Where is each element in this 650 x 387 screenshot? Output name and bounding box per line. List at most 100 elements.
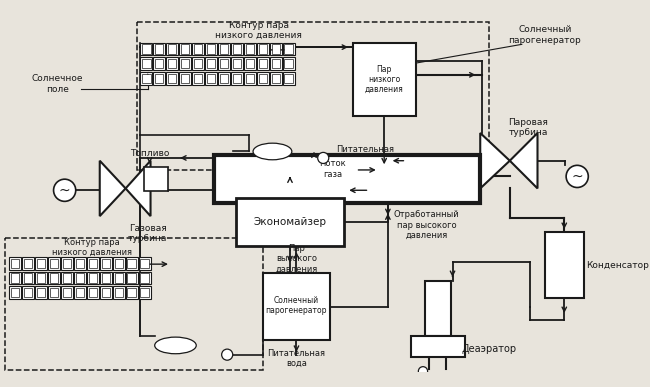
Bar: [87, 257, 99, 270]
Bar: [233, 74, 241, 83]
Bar: [48, 286, 60, 299]
Bar: [11, 273, 20, 283]
Bar: [127, 273, 136, 283]
Bar: [166, 43, 178, 55]
Bar: [22, 286, 34, 299]
Bar: [411, 336, 465, 356]
Bar: [166, 57, 178, 70]
Text: Расши-
ритель: Расши- ритель: [164, 340, 187, 351]
Circle shape: [566, 165, 588, 187]
Bar: [244, 57, 256, 70]
Bar: [233, 45, 241, 53]
Bar: [74, 286, 86, 299]
Bar: [155, 74, 163, 83]
Bar: [87, 286, 99, 299]
Bar: [192, 57, 204, 70]
Bar: [61, 257, 73, 270]
Text: Солнечное
поле: Солнечное поле: [31, 74, 83, 94]
Bar: [270, 57, 281, 70]
Text: Поток
газа: Поток газа: [319, 159, 346, 179]
Text: Топливо: Топливо: [130, 149, 169, 158]
Bar: [9, 286, 21, 299]
Bar: [127, 288, 136, 297]
Polygon shape: [480, 133, 510, 188]
Bar: [425, 281, 450, 336]
Bar: [168, 74, 176, 83]
Bar: [112, 286, 125, 299]
Circle shape: [222, 349, 233, 360]
Bar: [192, 43, 204, 55]
Bar: [48, 272, 60, 284]
Bar: [270, 43, 281, 55]
Circle shape: [53, 179, 76, 201]
Bar: [179, 57, 191, 70]
Bar: [285, 59, 292, 68]
Bar: [127, 259, 136, 268]
Bar: [220, 59, 228, 68]
Bar: [140, 259, 149, 268]
Polygon shape: [510, 133, 538, 188]
Bar: [101, 288, 110, 297]
Bar: [37, 288, 46, 297]
Bar: [61, 286, 73, 299]
Bar: [179, 43, 191, 55]
Bar: [142, 59, 151, 68]
Bar: [76, 259, 84, 268]
Bar: [283, 43, 294, 55]
Bar: [9, 272, 21, 284]
Bar: [144, 167, 168, 191]
Circle shape: [419, 366, 428, 376]
Bar: [140, 273, 149, 283]
Bar: [231, 57, 243, 70]
Bar: [114, 259, 123, 268]
Bar: [259, 74, 267, 83]
Bar: [207, 74, 215, 83]
Bar: [24, 288, 32, 297]
Bar: [74, 272, 86, 284]
Bar: [168, 45, 176, 53]
Bar: [168, 59, 176, 68]
Bar: [35, 257, 47, 270]
Bar: [76, 288, 84, 297]
Circle shape: [318, 152, 329, 163]
Text: Паровая
турбина: Паровая турбина: [508, 118, 548, 137]
Bar: [138, 272, 151, 284]
Text: Расши-
ритель: Расши- ритель: [261, 146, 284, 157]
Bar: [246, 74, 254, 83]
Text: Питательная
вода: Питательная вода: [267, 349, 326, 368]
Bar: [63, 273, 71, 283]
Bar: [272, 74, 280, 83]
Bar: [272, 59, 280, 68]
Bar: [99, 257, 112, 270]
Bar: [166, 72, 178, 85]
Bar: [214, 155, 480, 203]
Bar: [272, 45, 280, 53]
Bar: [138, 286, 151, 299]
Bar: [220, 74, 228, 83]
Bar: [153, 72, 165, 85]
Bar: [153, 43, 165, 55]
Bar: [9, 257, 21, 270]
Bar: [112, 272, 125, 284]
Bar: [179, 72, 191, 85]
Bar: [155, 45, 163, 53]
Text: Пар
низкого
давления: Пар низкого давления: [365, 65, 404, 94]
Bar: [101, 273, 110, 283]
Bar: [125, 257, 138, 270]
Bar: [218, 43, 230, 55]
Bar: [181, 45, 189, 53]
Bar: [244, 72, 256, 85]
Bar: [231, 43, 243, 55]
Bar: [181, 74, 189, 83]
Bar: [259, 59, 267, 68]
Bar: [205, 43, 217, 55]
Text: ~: ~: [571, 170, 583, 183]
Bar: [205, 57, 217, 70]
Bar: [11, 259, 20, 268]
Bar: [63, 288, 71, 297]
Text: Экономайзер: Экономайзер: [254, 217, 326, 227]
Bar: [48, 257, 60, 270]
Bar: [50, 288, 58, 297]
Bar: [24, 259, 32, 268]
Bar: [140, 288, 149, 297]
